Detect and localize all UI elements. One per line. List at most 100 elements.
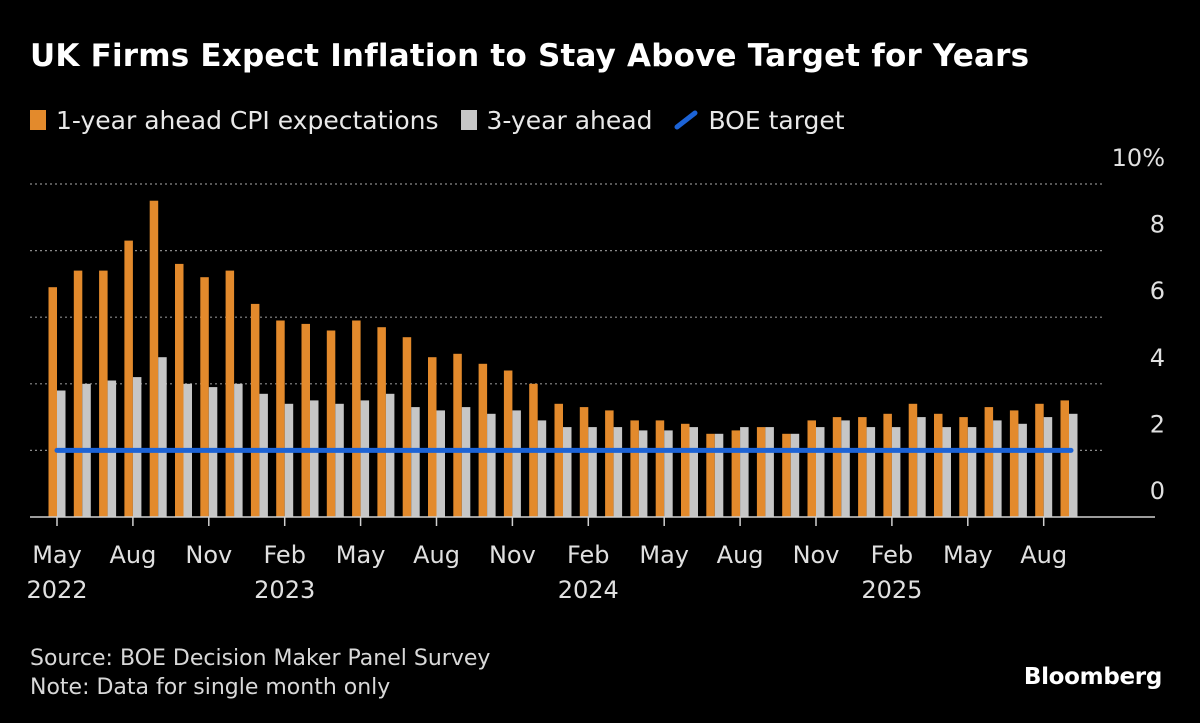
bar-3yr xyxy=(563,427,572,517)
x-tick-label: May xyxy=(32,541,82,569)
bar-1yr xyxy=(428,357,437,517)
x-tick-label: Aug xyxy=(413,541,460,569)
x-tick-label: Nov xyxy=(793,541,840,569)
x-year-label: 2025 xyxy=(861,576,922,604)
bar-3yr xyxy=(310,400,319,517)
bar-3yr xyxy=(335,403,344,517)
bar-3yr xyxy=(841,420,850,517)
legend-swatch-gray xyxy=(460,110,477,130)
legend-item-target: BOE target xyxy=(674,106,845,135)
bar-1yr xyxy=(225,270,235,517)
bloomberg-logo: Bloomberg xyxy=(1023,664,1162,690)
bar-1yr xyxy=(402,337,412,517)
data-note: Note: Data for single month only xyxy=(30,675,391,700)
bar-1yr xyxy=(175,263,184,517)
bar-1yr xyxy=(1009,410,1019,517)
bar-3yr xyxy=(790,433,800,518)
bar-1yr xyxy=(73,270,83,517)
bar-3yr xyxy=(360,400,370,517)
bar-3yr xyxy=(1043,417,1053,517)
bar-1yr xyxy=(832,417,842,517)
x-tick-label: May xyxy=(943,541,993,569)
bar-1yr xyxy=(908,403,918,517)
bar-3yr xyxy=(891,427,901,517)
legend-line-icon xyxy=(674,110,698,130)
y-tick-label: 0 xyxy=(1150,477,1165,505)
x-tick-label: Feb xyxy=(263,541,306,569)
bar-3yr xyxy=(689,427,698,517)
bar-3yr xyxy=(638,430,648,517)
legend-swatch-orange xyxy=(30,110,46,130)
bar-3yr xyxy=(461,407,471,517)
bar-1yr xyxy=(554,403,563,517)
bar-1yr xyxy=(377,327,386,517)
y-tick-label: 8 xyxy=(1150,211,1165,239)
bar-3yr xyxy=(259,393,268,517)
bar-3yr xyxy=(57,390,66,517)
bar-1yr xyxy=(301,323,310,517)
bar-3yr xyxy=(740,427,749,517)
bar-1yr xyxy=(250,303,260,517)
bar-3yr xyxy=(714,433,724,518)
bar-3yr xyxy=(942,427,951,517)
y-tick-label: 10% xyxy=(1112,144,1165,172)
x-tick-label: May xyxy=(336,541,386,569)
legend: 1-year ahead CPI expectations 3-year ahe… xyxy=(30,102,867,138)
x-tick-label: Feb xyxy=(567,541,610,569)
bar-3yr xyxy=(917,417,926,517)
x-tick-label: Aug xyxy=(717,541,764,569)
bar-1yr xyxy=(605,410,614,517)
bar-1yr xyxy=(352,320,361,517)
bar-1yr xyxy=(99,270,108,517)
x-year-label: 2023 xyxy=(254,576,315,604)
bar-3yr xyxy=(385,393,395,517)
bar-3yr xyxy=(284,403,294,517)
bar-3yr xyxy=(967,427,977,517)
bar-3yr xyxy=(487,413,496,517)
bar-1yr xyxy=(706,433,715,518)
bar-1yr xyxy=(1060,400,1069,517)
bar-1yr xyxy=(959,417,968,517)
bar-1yr xyxy=(934,413,943,517)
bar-3yr xyxy=(411,407,420,517)
x-tick-label: Aug xyxy=(1020,541,1067,569)
bar-3yr xyxy=(436,410,445,517)
x-tick-label: Aug xyxy=(109,541,156,569)
legend-item-3yr: 3-year ahead xyxy=(460,105,653,135)
bar-1yr xyxy=(48,287,57,517)
bar-3yr xyxy=(765,427,774,517)
source-note: Source: BOE Decision Maker Panel Survey xyxy=(30,646,491,671)
bar-3yr xyxy=(664,430,673,517)
x-tick-label: Feb xyxy=(871,541,914,569)
bar-3yr xyxy=(866,427,876,517)
bar-1yr xyxy=(579,407,589,517)
y-tick-label: 2 xyxy=(1150,410,1165,438)
legend-label-3yr: 3-year ahead xyxy=(486,105,653,135)
bar-1yr xyxy=(883,413,892,517)
bar-3yr xyxy=(588,427,597,517)
bar-1yr xyxy=(655,420,665,517)
bar-3yr xyxy=(537,420,547,517)
bar-1yr xyxy=(681,423,690,517)
bar-1yr xyxy=(453,353,462,517)
bar-1yr xyxy=(149,200,159,517)
bar-1yr xyxy=(478,363,488,517)
bar-1yr xyxy=(807,420,816,517)
bar-1yr xyxy=(630,420,639,517)
bar-3yr xyxy=(512,410,521,517)
bar-3yr xyxy=(816,427,825,517)
bar-1yr xyxy=(1035,403,1044,517)
bar-3yr xyxy=(613,427,623,517)
bar-3yr xyxy=(993,420,1002,517)
bar-1yr xyxy=(503,370,513,517)
bar-1yr xyxy=(782,433,791,518)
bar-1yr xyxy=(200,277,209,517)
y-tick-label: 4 xyxy=(1150,344,1165,372)
legend-item-1yr: 1-year ahead CPI expectations xyxy=(30,106,439,135)
footer: Source: BOE Decision Maker Panel Survey … xyxy=(30,644,490,702)
x-tick-label: May xyxy=(639,541,689,569)
bar-1yr xyxy=(326,330,336,517)
bar-1yr xyxy=(858,417,867,517)
x-tick-label: Nov xyxy=(185,541,232,569)
